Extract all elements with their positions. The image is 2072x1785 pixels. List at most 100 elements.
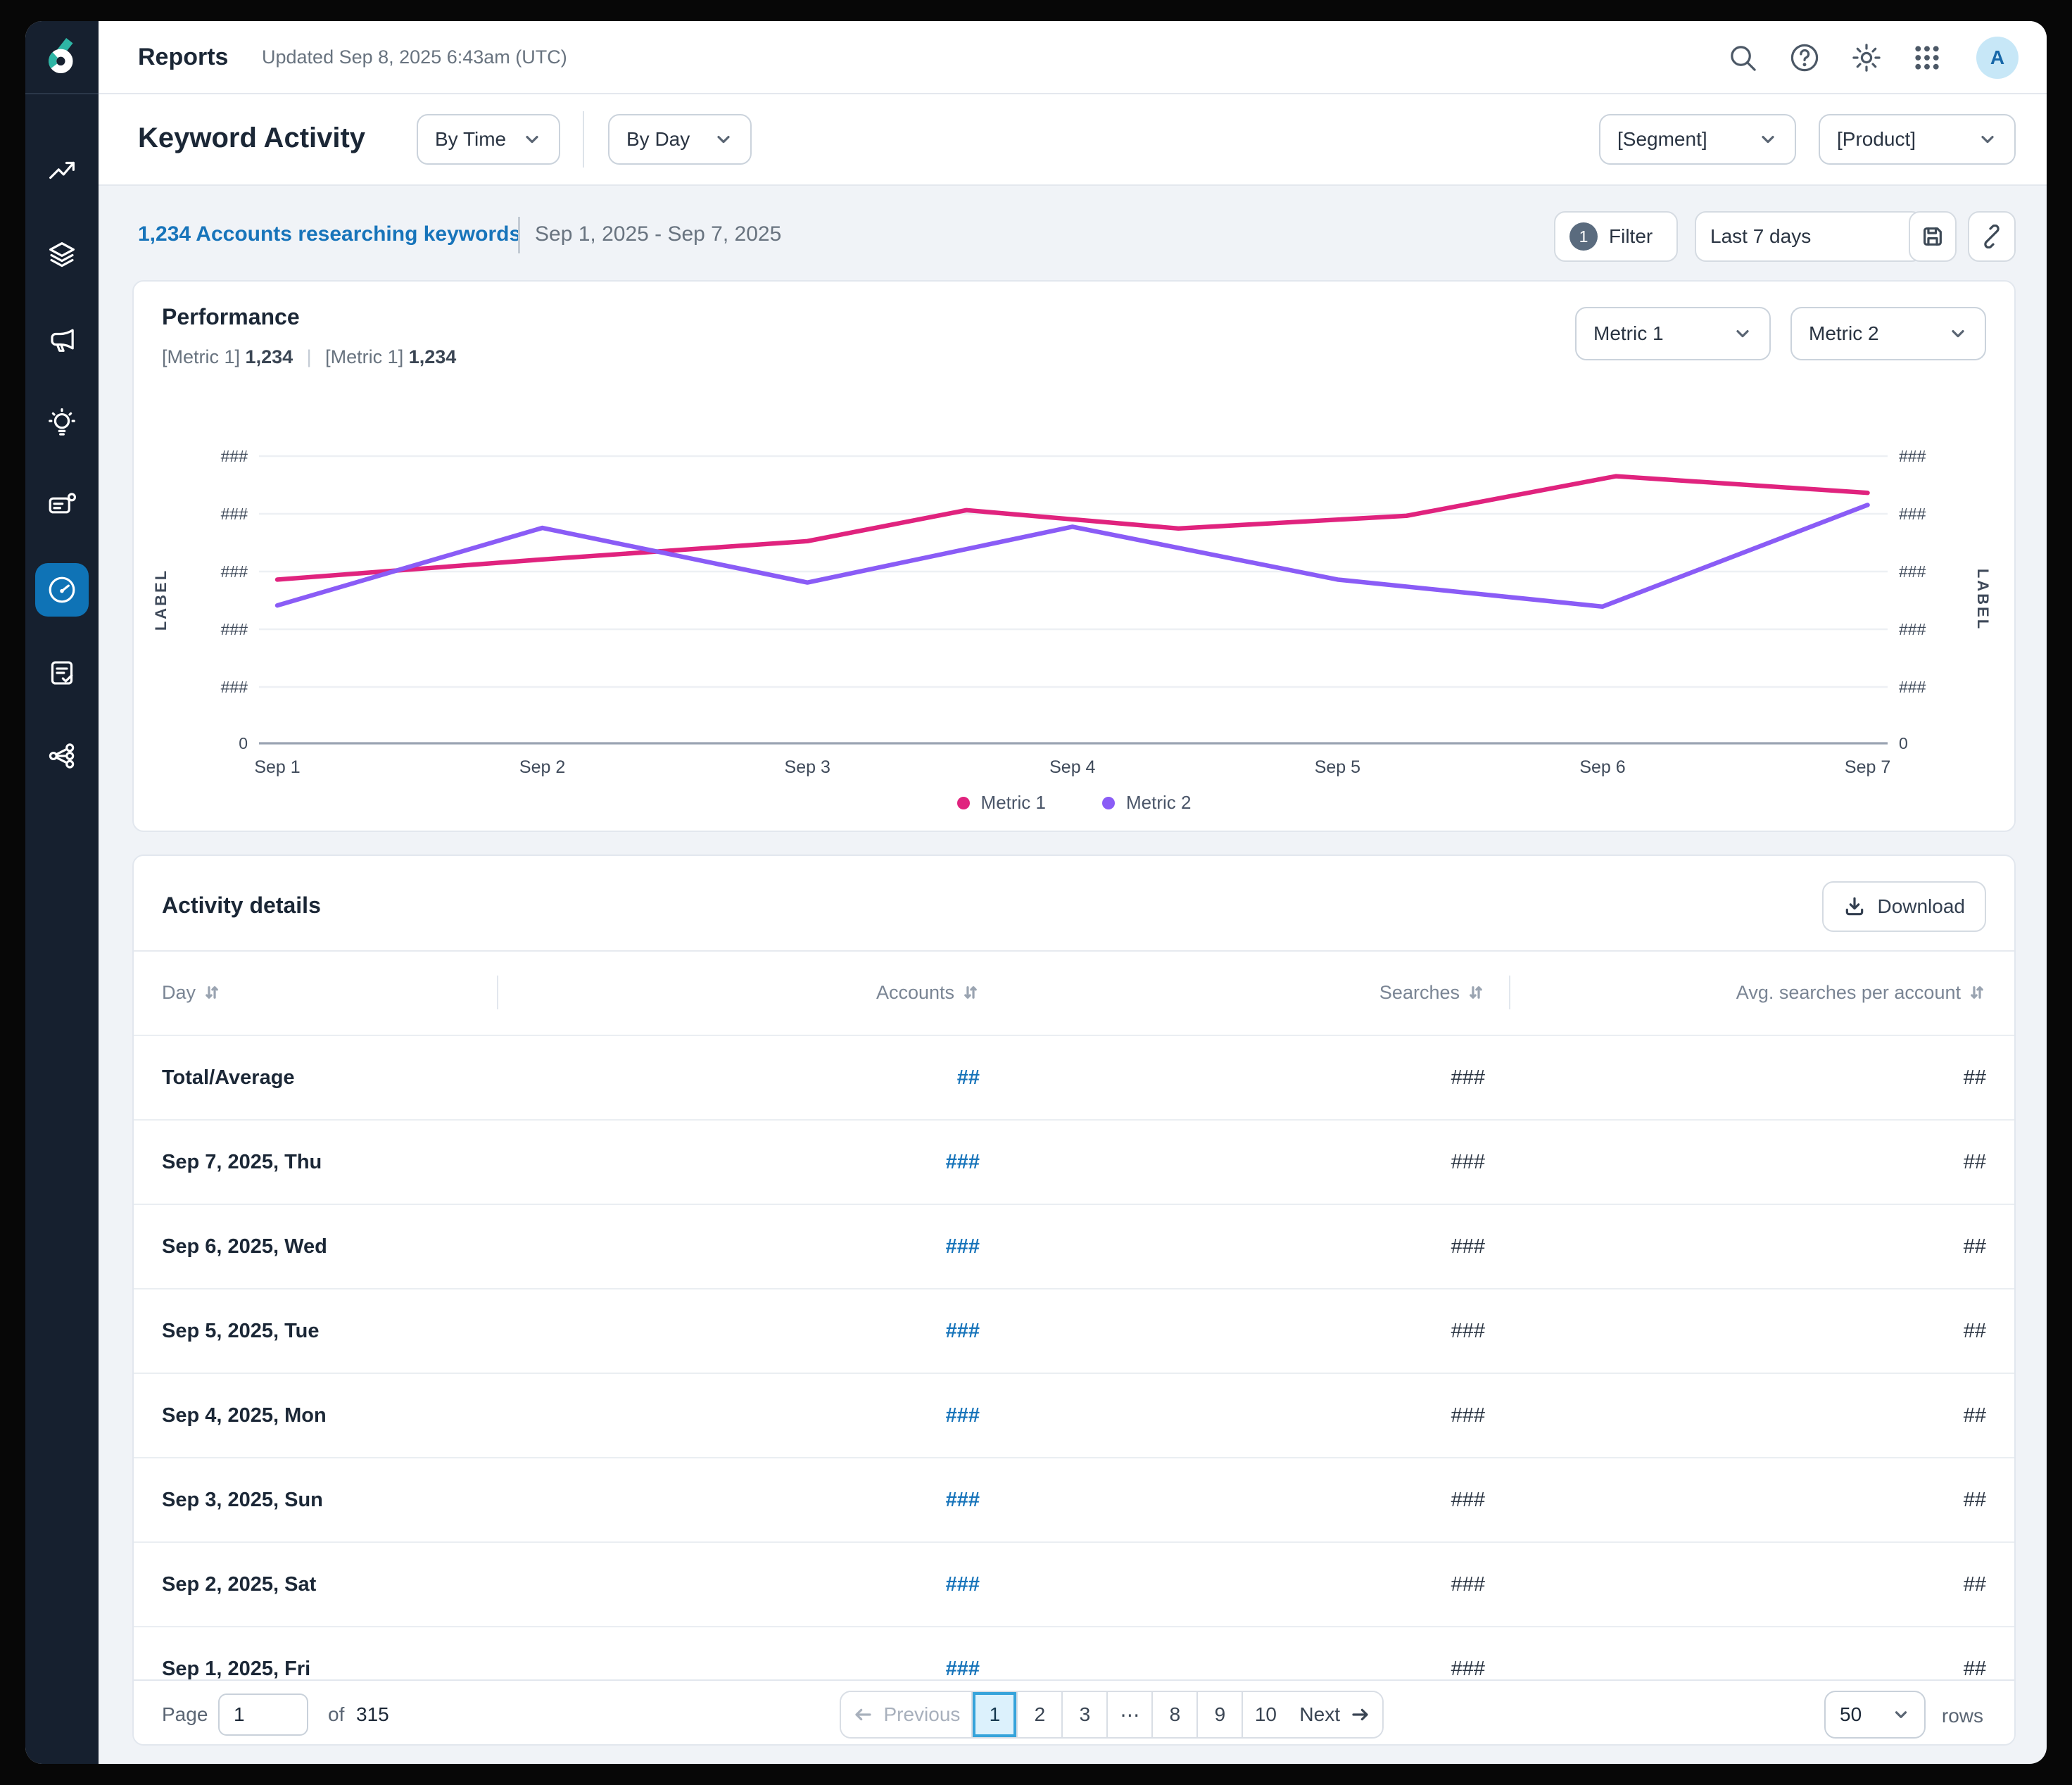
- legend-dot: [956, 796, 970, 809]
- metric2-dropdown[interactable]: Metric 2: [1790, 307, 1986, 360]
- date-preset-label: Last 7 days: [1710, 225, 1812, 247]
- previous-page-button[interactable]: Previous: [841, 1692, 973, 1737]
- cell-accounts-link[interactable]: ###: [945, 1488, 980, 1511]
- column-header-avg-searches[interactable]: Avg. searches per account: [1736, 950, 1986, 1035]
- cell-accounts-link[interactable]: ##: [956, 1066, 980, 1089]
- filter-row-divider: [518, 217, 520, 253]
- cell-accounts-link[interactable]: ###: [945, 1150, 980, 1173]
- column-header-accounts[interactable]: Accounts: [876, 950, 980, 1035]
- page-button-8[interactable]: 8: [1153, 1692, 1199, 1737]
- cell-accounts-link[interactable]: ###: [945, 1235, 980, 1258]
- sidebar-item-megaphone[interactable]: [35, 313, 89, 366]
- y-tick-label-left: ###: [221, 505, 248, 523]
- y-tick-label-right: ###: [1899, 562, 1926, 581]
- x-tick-label: Sep 3: [785, 757, 830, 777]
- y-tick-label-left: ###: [221, 620, 248, 638]
- metric1-dropdown-label: Metric 1: [1593, 322, 1664, 344]
- table-row: Sep 1, 2025, Fri ### ### ##: [134, 1626, 2014, 1710]
- page-button-1[interactable]: 1: [973, 1692, 1018, 1737]
- metric1-label: [Metric 1]: [162, 346, 241, 367]
- copy-link-button[interactable]: [1968, 211, 2016, 262]
- metric2-value: 1,234: [408, 346, 457, 367]
- sort-icon: [961, 983, 980, 1002]
- column-label: Avg. searches per account: [1736, 981, 1961, 1003]
- next-page-button[interactable]: Next: [1288, 1692, 1382, 1737]
- trend-up-icon: [47, 156, 77, 185]
- sidebar-item-contact-card[interactable]: [35, 479, 89, 532]
- cell-day: Sep 7, 2025, Thu: [162, 1150, 322, 1173]
- y-axis-title-left: LABEL: [152, 569, 170, 631]
- save-report-button[interactable]: [1909, 211, 1957, 262]
- column-header-searches[interactable]: Searches: [1379, 950, 1485, 1035]
- segment-dropdown[interactable]: [Segment]: [1599, 114, 1796, 165]
- rows-per-page-select[interactable]: 50: [1824, 1691, 1926, 1739]
- by-day-dropdown[interactable]: By Day: [608, 114, 752, 165]
- app-logo[interactable]: [25, 21, 99, 94]
- product-label: [Product]: [1837, 128, 1916, 150]
- product-dropdown[interactable]: [Product]: [1819, 114, 2016, 165]
- sidebar-item-trend-up[interactable]: [35, 144, 89, 197]
- help-icon[interactable]: [1789, 42, 1820, 73]
- x-tick-label: Sep 5: [1315, 757, 1360, 777]
- cell-accounts-link[interactable]: ###: [945, 1319, 980, 1342]
- cell-accounts-link[interactable]: ###: [945, 1657, 980, 1680]
- legend-label: Metric 2: [1126, 792, 1192, 813]
- by-time-label: By Time: [435, 128, 507, 150]
- accounts-researching-link[interactable]: 1,234 Accounts researching keywords: [138, 222, 522, 246]
- help: [1789, 42, 1820, 73]
- x-tick-label: Sep 2: [519, 757, 565, 777]
- by-time-dropdown[interactable]: By Time: [417, 114, 560, 165]
- search-icon[interactable]: [1727, 42, 1758, 73]
- cell-day: Sep 4, 2025, Mon: [162, 1404, 327, 1427]
- page-button-9[interactable]: 9: [1198, 1692, 1244, 1737]
- cell-accounts-link[interactable]: ###: [945, 1404, 980, 1427]
- cell-searches: ###: [1451, 1657, 1485, 1680]
- page-number-input[interactable]: [218, 1693, 308, 1736]
- metric1-dropdown[interactable]: Metric 1: [1575, 307, 1771, 360]
- x-tick-label: Sep 6: [1579, 757, 1625, 777]
- download-button[interactable]: Download: [1822, 881, 1986, 932]
- y-axis-title-right: LABEL: [1974, 569, 1992, 631]
- column-divider: [497, 976, 498, 1009]
- date-preset-dropdown[interactable]: Last 7 days: [1695, 211, 1923, 262]
- sort-icon: [1467, 983, 1485, 1002]
- performance-title: Performance: [162, 304, 300, 329]
- avatar[interactable]: A: [1976, 37, 2019, 79]
- rows-label: rows: [1941, 1705, 1983, 1727]
- filter-button[interactable]: 1 Filter: [1554, 211, 1678, 262]
- y-tick-label-left: ###: [221, 562, 248, 581]
- cell-accounts-link[interactable]: ###: [945, 1572, 980, 1596]
- cell-day: Sep 2, 2025, Sat: [162, 1572, 317, 1596]
- performance-summary: [Metric 1] 1,234 | [Metric 1] 1,234: [162, 346, 456, 368]
- cell-day: Sep 1, 2025, Fri: [162, 1657, 311, 1680]
- page-button-10[interactable]: 10: [1243, 1692, 1289, 1737]
- page-button-3[interactable]: 3: [1063, 1692, 1108, 1737]
- column-header-day[interactable]: Day: [162, 950, 221, 1035]
- legend-item-metric-2[interactable]: Metric 2: [1102, 792, 1191, 814]
- sidebar-item-lightbulb[interactable]: [35, 396, 89, 449]
- page-title: Keyword Activity: [138, 122, 366, 153]
- sidebar-item-gauge[interactable]: [35, 563, 89, 617]
- legend-dot: [1102, 796, 1115, 809]
- legend-item-metric-1[interactable]: Metric 1: [956, 792, 1046, 814]
- last-updated-text: Updated Sep 8, 2025 6:43am (UTC): [262, 46, 567, 68]
- column-label: Day: [162, 981, 196, 1003]
- page-button-2[interactable]: 2: [1018, 1692, 1063, 1737]
- link-icon: [1980, 225, 2004, 248]
- y-tick-label-right: ###: [1899, 447, 1926, 465]
- sidebar-item-share-network[interactable]: [35, 729, 89, 783]
- apps-grid-icon[interactable]: [1912, 42, 1942, 73]
- layers-icon: [47, 240, 77, 270]
- chevron-down-icon: [1892, 1705, 1910, 1724]
- chevron-down-icon: [522, 130, 542, 149]
- legend-label: Metric 1: [980, 792, 1046, 813]
- settings-icon[interactable]: [1851, 42, 1882, 73]
- sort-icon: [203, 983, 221, 1002]
- sidebar-item-layers[interactable]: [35, 228, 89, 282]
- y-zero-label-left: 0: [239, 734, 248, 752]
- x-tick-label: Sep 7: [1845, 757, 1890, 777]
- arrow-right-icon: [1350, 1704, 1371, 1725]
- sidebar-item-doc-check[interactable]: [35, 646, 89, 700]
- table-row: Sep 5, 2025, Tue ### ### ##: [134, 1288, 2014, 1373]
